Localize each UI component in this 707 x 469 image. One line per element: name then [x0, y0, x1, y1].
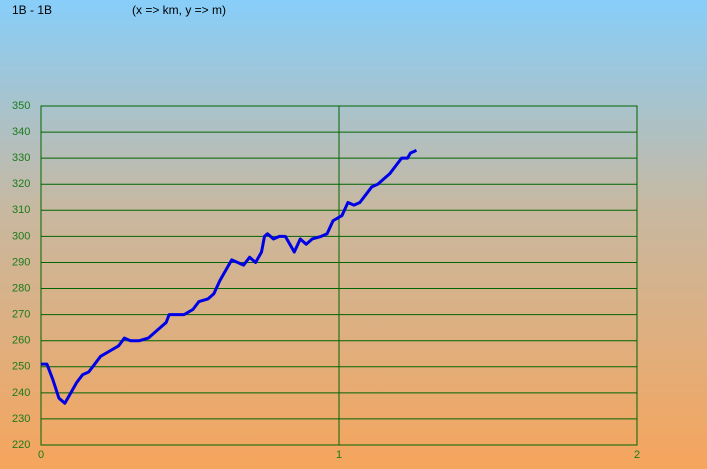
chart-subtitle: (x => km, y => m): [132, 3, 226, 17]
y-tick-label: 310: [12, 204, 30, 216]
x-tick-label: 1: [336, 449, 342, 461]
y-tick-label: 320: [12, 178, 30, 190]
y-tick-label: 230: [12, 413, 30, 425]
x-tick-label: 2: [634, 449, 640, 461]
y-tick-label: 220: [12, 439, 30, 451]
x-tick-label: 0: [38, 449, 44, 461]
y-tick-label: 250: [12, 361, 30, 373]
y-tick-label: 300: [12, 230, 30, 242]
y-tick-label: 340: [12, 126, 30, 138]
y-tick-label: 240: [12, 387, 30, 399]
chart-title: 1B - 1B: [12, 3, 52, 17]
y-tick-label: 290: [12, 256, 30, 268]
y-tick-label: 260: [12, 335, 30, 347]
y-tick-label: 330: [12, 152, 30, 164]
y-tick-label: 270: [12, 309, 30, 321]
y-tick-label: 350: [12, 100, 30, 112]
data-line: [41, 148, 418, 405]
y-tick-label: 280: [12, 282, 30, 294]
